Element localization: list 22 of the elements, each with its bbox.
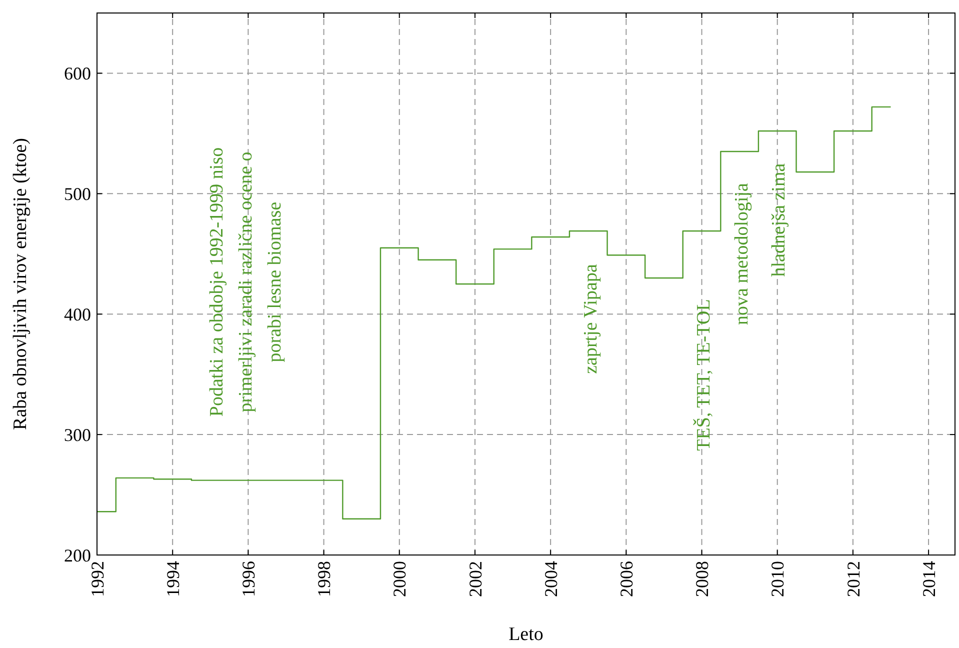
x-tick-label: 1996 (238, 561, 258, 597)
x-tick-label: 2006 (616, 561, 636, 597)
x-tick-label: 1994 (162, 561, 183, 597)
x-axis-title: Leto (508, 624, 544, 645)
annotation: nova metodologija (732, 182, 753, 325)
y-axis-title: Raba obnovljivih virov energije (ktoe) (10, 138, 31, 430)
y-tick-label: 500 (64, 184, 91, 204)
annotation: Podatki za obdobje 1992-1999 niso primerljivi zaradi različne ocene o porabi lesne biomase (206, 147, 286, 417)
x-tick-label: 2000 (390, 561, 410, 597)
y-tick-label: 600 (64, 64, 91, 84)
x-tick-label: 2010 (768, 561, 788, 597)
y-tick-label: 300 (64, 424, 91, 445)
x-tick-label: 2008 (692, 561, 712, 597)
x-tick-label: 2004 (540, 561, 561, 597)
x-tick-label: 2002 (465, 561, 486, 597)
annotation: TEŠ, TET, TE-TOL (692, 299, 715, 451)
x-tick-label: 2012 (843, 561, 864, 597)
x-tick-label: 2014 (918, 561, 939, 597)
annotation: hladnejša zima (768, 162, 790, 277)
y-tick-label: 400 (64, 304, 91, 324)
annotation: zaprtje Vipapa (580, 264, 602, 374)
x-tick-label: 1998 (314, 561, 334, 597)
